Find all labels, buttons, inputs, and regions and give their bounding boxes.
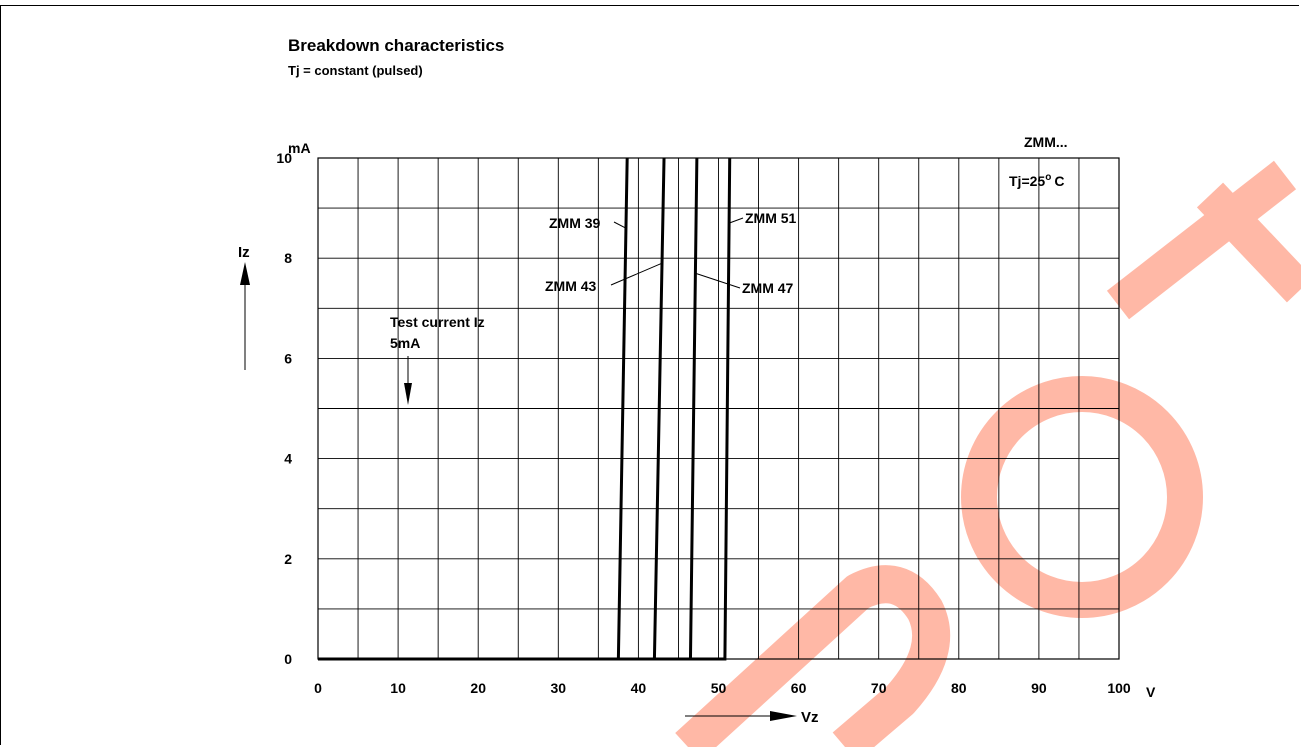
series-label: ZMM 47 [742, 280, 794, 296]
y-tick-label: 6 [284, 350, 292, 366]
series-label: ZMM 51 [745, 210, 797, 226]
condition-text: Tj=25 [1009, 173, 1045, 189]
x-tick-label: 20 [470, 680, 486, 696]
x-axis-title: Vz [685, 709, 819, 726]
series-leader-line [728, 217, 744, 224]
test-current-arrowhead [404, 383, 412, 405]
x-unit-label: V [1146, 684, 1156, 700]
y-axis-arrowhead [240, 262, 250, 285]
figure-frame [0, 5, 1299, 745]
part-label: ZMM... [1024, 134, 1068, 150]
series-line [318, 157, 732, 661]
test-current-value: 5mA [390, 335, 420, 351]
x-tick-label: 10 [390, 680, 406, 696]
y-unit-label: mA [288, 140, 311, 156]
test-current-annotation: Test current Iz 5mA [390, 314, 485, 405]
series-labels: ZMM 39 ZMM 43 ZMM 47 ZMM 51 [545, 210, 797, 296]
x-tick-label: 0 [314, 680, 322, 696]
x-tick-label: 30 [551, 680, 567, 696]
tick-labels: 0 10 20 30 40 50 60 70 80 90 100 0 2 4 6 8 10 [276, 150, 1130, 696]
y-tick-label: 4 [284, 451, 292, 467]
series-group [318, 157, 732, 661]
x-axis-arrowhead [770, 711, 797, 721]
series-leader-line [610, 262, 663, 286]
x-tick-label: 50 [711, 680, 727, 696]
y-tick-label: 0 [284, 651, 292, 667]
y-tick-label: 2 [284, 551, 292, 567]
x-tick-label: 90 [1031, 680, 1047, 696]
y-tick-label: 10 [276, 150, 292, 166]
x-tick-label: 40 [631, 680, 647, 696]
x-axis-label: Vz [801, 709, 819, 726]
chart-title: Breakdown characteristics [288, 36, 505, 55]
watermark [675, 160, 1301, 747]
series-leader-line [613, 221, 627, 229]
y-axis-label: Iz [238, 244, 250, 261]
y-tick-label: 8 [284, 250, 292, 266]
test-current-label: Test current Iz [390, 314, 485, 330]
condition-unit: C [1054, 173, 1064, 189]
x-tick-label: 70 [871, 680, 887, 696]
x-tick-label: 60 [791, 680, 807, 696]
series-leader-line [695, 272, 741, 289]
condition-label: Tj=25o C [1009, 172, 1064, 189]
chart-subtitle: Tj = constant (pulsed) [288, 63, 423, 78]
series-label: ZMM 43 [545, 278, 597, 294]
x-tick-label: 80 [951, 680, 967, 696]
series-label: ZMM 39 [549, 215, 601, 231]
x-tick-label: 100 [1107, 680, 1131, 696]
y-axis-title: Iz [238, 244, 250, 370]
condition-superscript: o [1045, 172, 1051, 183]
